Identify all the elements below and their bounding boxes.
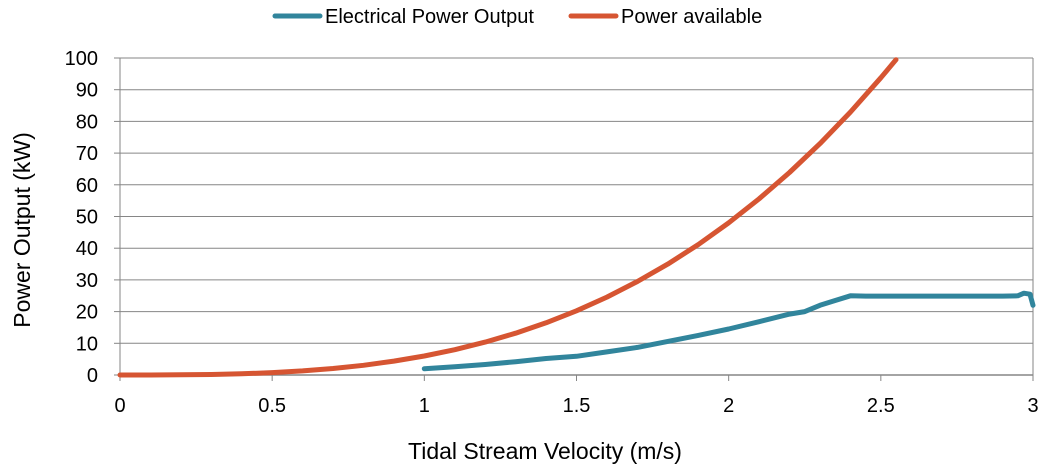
y-tick-label: 50 [76,207,98,229]
series-line-electrical-power-output [421,290,1036,372]
x-tick-label: 2.5 [867,395,895,417]
legend-label-power-available: Power available [621,6,762,28]
y-tick-label: 10 [76,333,98,355]
axes [114,57,1034,381]
series-line-power-available [117,57,899,378]
legend-label-electrical-power-output: Electrical Power Output [325,6,534,28]
y-tick-label: 70 [76,143,98,165]
y-tick-label: 90 [76,80,98,102]
gridlines [120,57,1033,344]
y-tick-label: 80 [76,111,98,133]
series-lines [117,57,1036,378]
x-tick-label: 3 [1027,395,1038,417]
x-tick-label: 2 [723,395,734,417]
x-tick-label: 0 [114,395,125,417]
legend: Electrical Power Output Power available [272,6,762,28]
y-tick-label: 60 [76,175,98,197]
x-axis-title: Tidal Stream Velocity (m/s) [408,438,682,464]
y-axis-title: Power Output (kW) [9,132,35,328]
y-tick-label: 100 [65,48,98,70]
x-tick-label: 1.5 [563,395,591,417]
y-tick-label: 0 [87,365,98,387]
x-tick-label: 1 [419,395,430,417]
x-tick-label: 0.5 [258,395,286,417]
tick-labels: 0 10 20 30 40 50 60 70 80 90 100 0 0.5 1 1.5 2 2.5 3 [65,48,1039,417]
y-tick-label: 40 [76,238,98,260]
y-tick-label: 20 [76,302,98,324]
y-tick-label: 30 [76,270,98,292]
